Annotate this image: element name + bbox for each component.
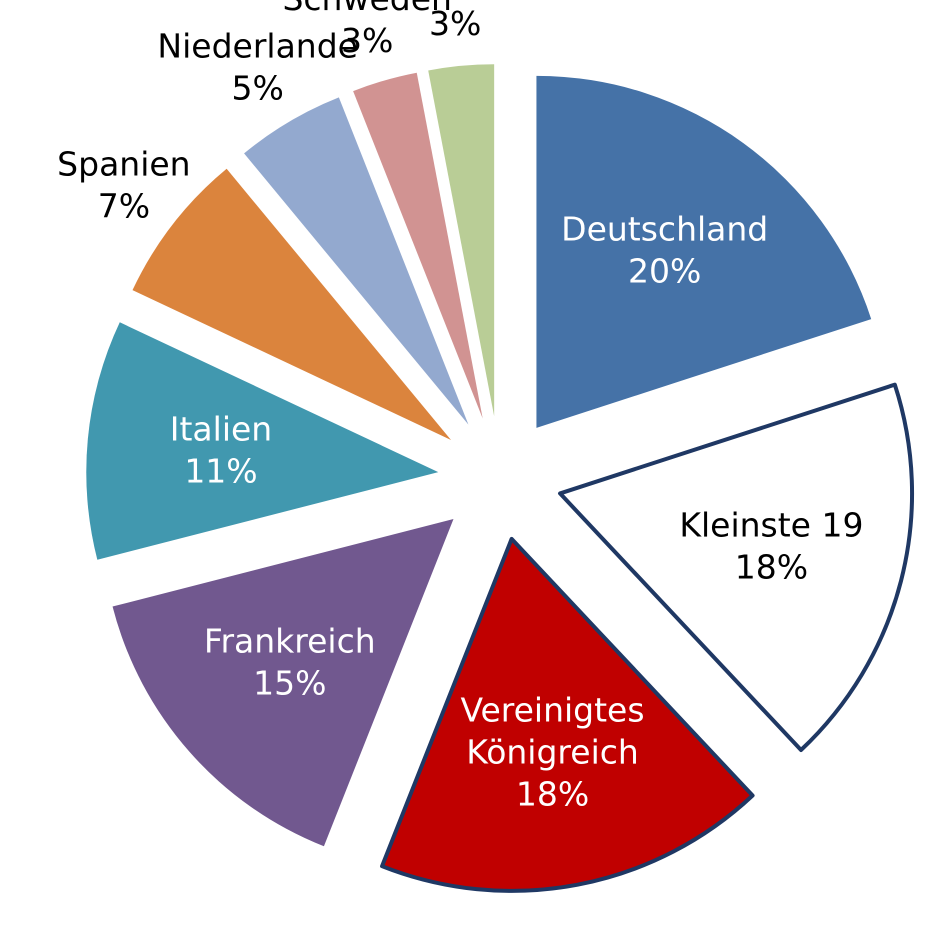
slice-value: 18% xyxy=(735,547,808,586)
slice-value: 18% xyxy=(516,774,589,813)
pie-slice xyxy=(558,382,915,753)
pie-slice xyxy=(132,168,452,440)
slice-category: Polen xyxy=(411,0,500,1)
slice-category: Schweden xyxy=(282,0,451,17)
slice-value: 11% xyxy=(184,451,257,490)
slice-category: Vereinigtes Königreich xyxy=(460,690,644,771)
pie-slice xyxy=(86,322,439,560)
pie-slice xyxy=(428,64,495,417)
slice-category: Niederlande xyxy=(157,26,358,65)
pie-slice xyxy=(353,72,483,419)
pie-slice xyxy=(536,75,872,428)
slice-label: Niederlande 5% xyxy=(157,26,358,107)
pie-slice xyxy=(244,97,469,425)
slice-category: Frankreich xyxy=(204,621,376,660)
slice-label: Frankreich 15% xyxy=(204,621,376,702)
slice-value: 3% xyxy=(429,4,481,43)
slice-label: Vereinigtes Königreich 18% xyxy=(460,690,644,813)
slice-value: 7% xyxy=(98,186,150,225)
slice-category: Deutschland xyxy=(561,209,768,248)
slice-value: 20% xyxy=(628,251,701,290)
slice-category: Spanien xyxy=(57,144,190,183)
slice-value: 15% xyxy=(253,663,326,702)
slice-value: 3% xyxy=(341,20,393,59)
slice-value: 5% xyxy=(232,68,284,107)
slice-category: Kleinste 19 xyxy=(679,505,863,544)
slice-label: Kleinste 19 18% xyxy=(679,505,863,586)
slice-label: Deutschland 20% xyxy=(561,209,768,290)
slice-label: Schweden 3% xyxy=(282,0,451,59)
pie-slice xyxy=(112,519,454,847)
slice-label: Spanien 7% xyxy=(57,144,190,225)
slice-label: Polen 3% xyxy=(411,0,500,43)
slice-category: Italien xyxy=(170,409,272,448)
pie-slice xyxy=(380,536,755,893)
slice-label: Italien 11% xyxy=(170,409,272,490)
